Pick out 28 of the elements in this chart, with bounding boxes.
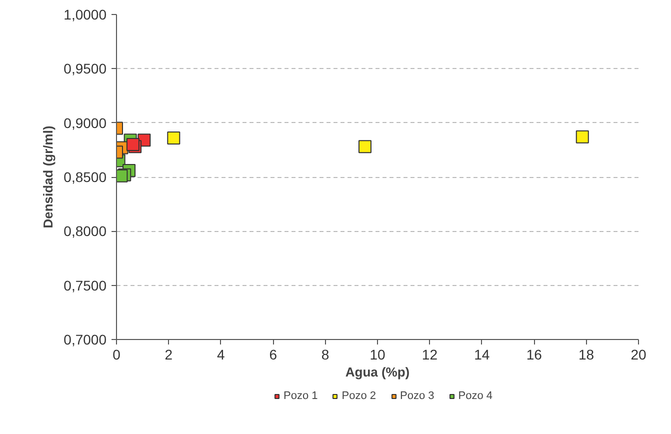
point [358,140,372,154]
y-tick-label: 0,8500 [64,169,107,185]
x-tick-label: 10 [370,346,386,362]
x-tick-label: 0 [112,346,121,362]
legend-label: Pozo 1 [284,390,318,402]
x-tick-label: 16 [526,346,542,362]
x-tick-label: 6 [269,346,278,362]
legend-label: Pozo 4 [458,390,492,402]
y-tick-label: 0,7500 [64,277,107,294]
point [167,132,180,144]
y-tick-label: 0,7000 [64,332,107,348]
y-axis-title: Densidad (gr/ml) [40,126,56,228]
x-tick-label: 4 [217,346,226,362]
x-tick-label: 2 [164,346,173,362]
x-tick-label: 8 [321,346,330,362]
point [576,130,589,144]
x-tick-label: 12 [422,346,438,362]
point [126,138,140,151]
legend-label: Pozo 3 [400,390,434,402]
x-tick-label: 20 [630,346,646,362]
legend-label: Pozo 2 [342,390,376,402]
x-axis-title: Agua (%p) [345,364,410,380]
y-tick-label: 0,9500 [64,60,107,77]
x-tick-label: 18 [578,346,594,362]
y-tick-label: 1,0000 [64,6,107,22]
y-tick-label: 0,8000 [64,223,107,240]
y-tick-label: 0,9000 [64,114,107,131]
x-tick-label: 14 [474,346,490,362]
